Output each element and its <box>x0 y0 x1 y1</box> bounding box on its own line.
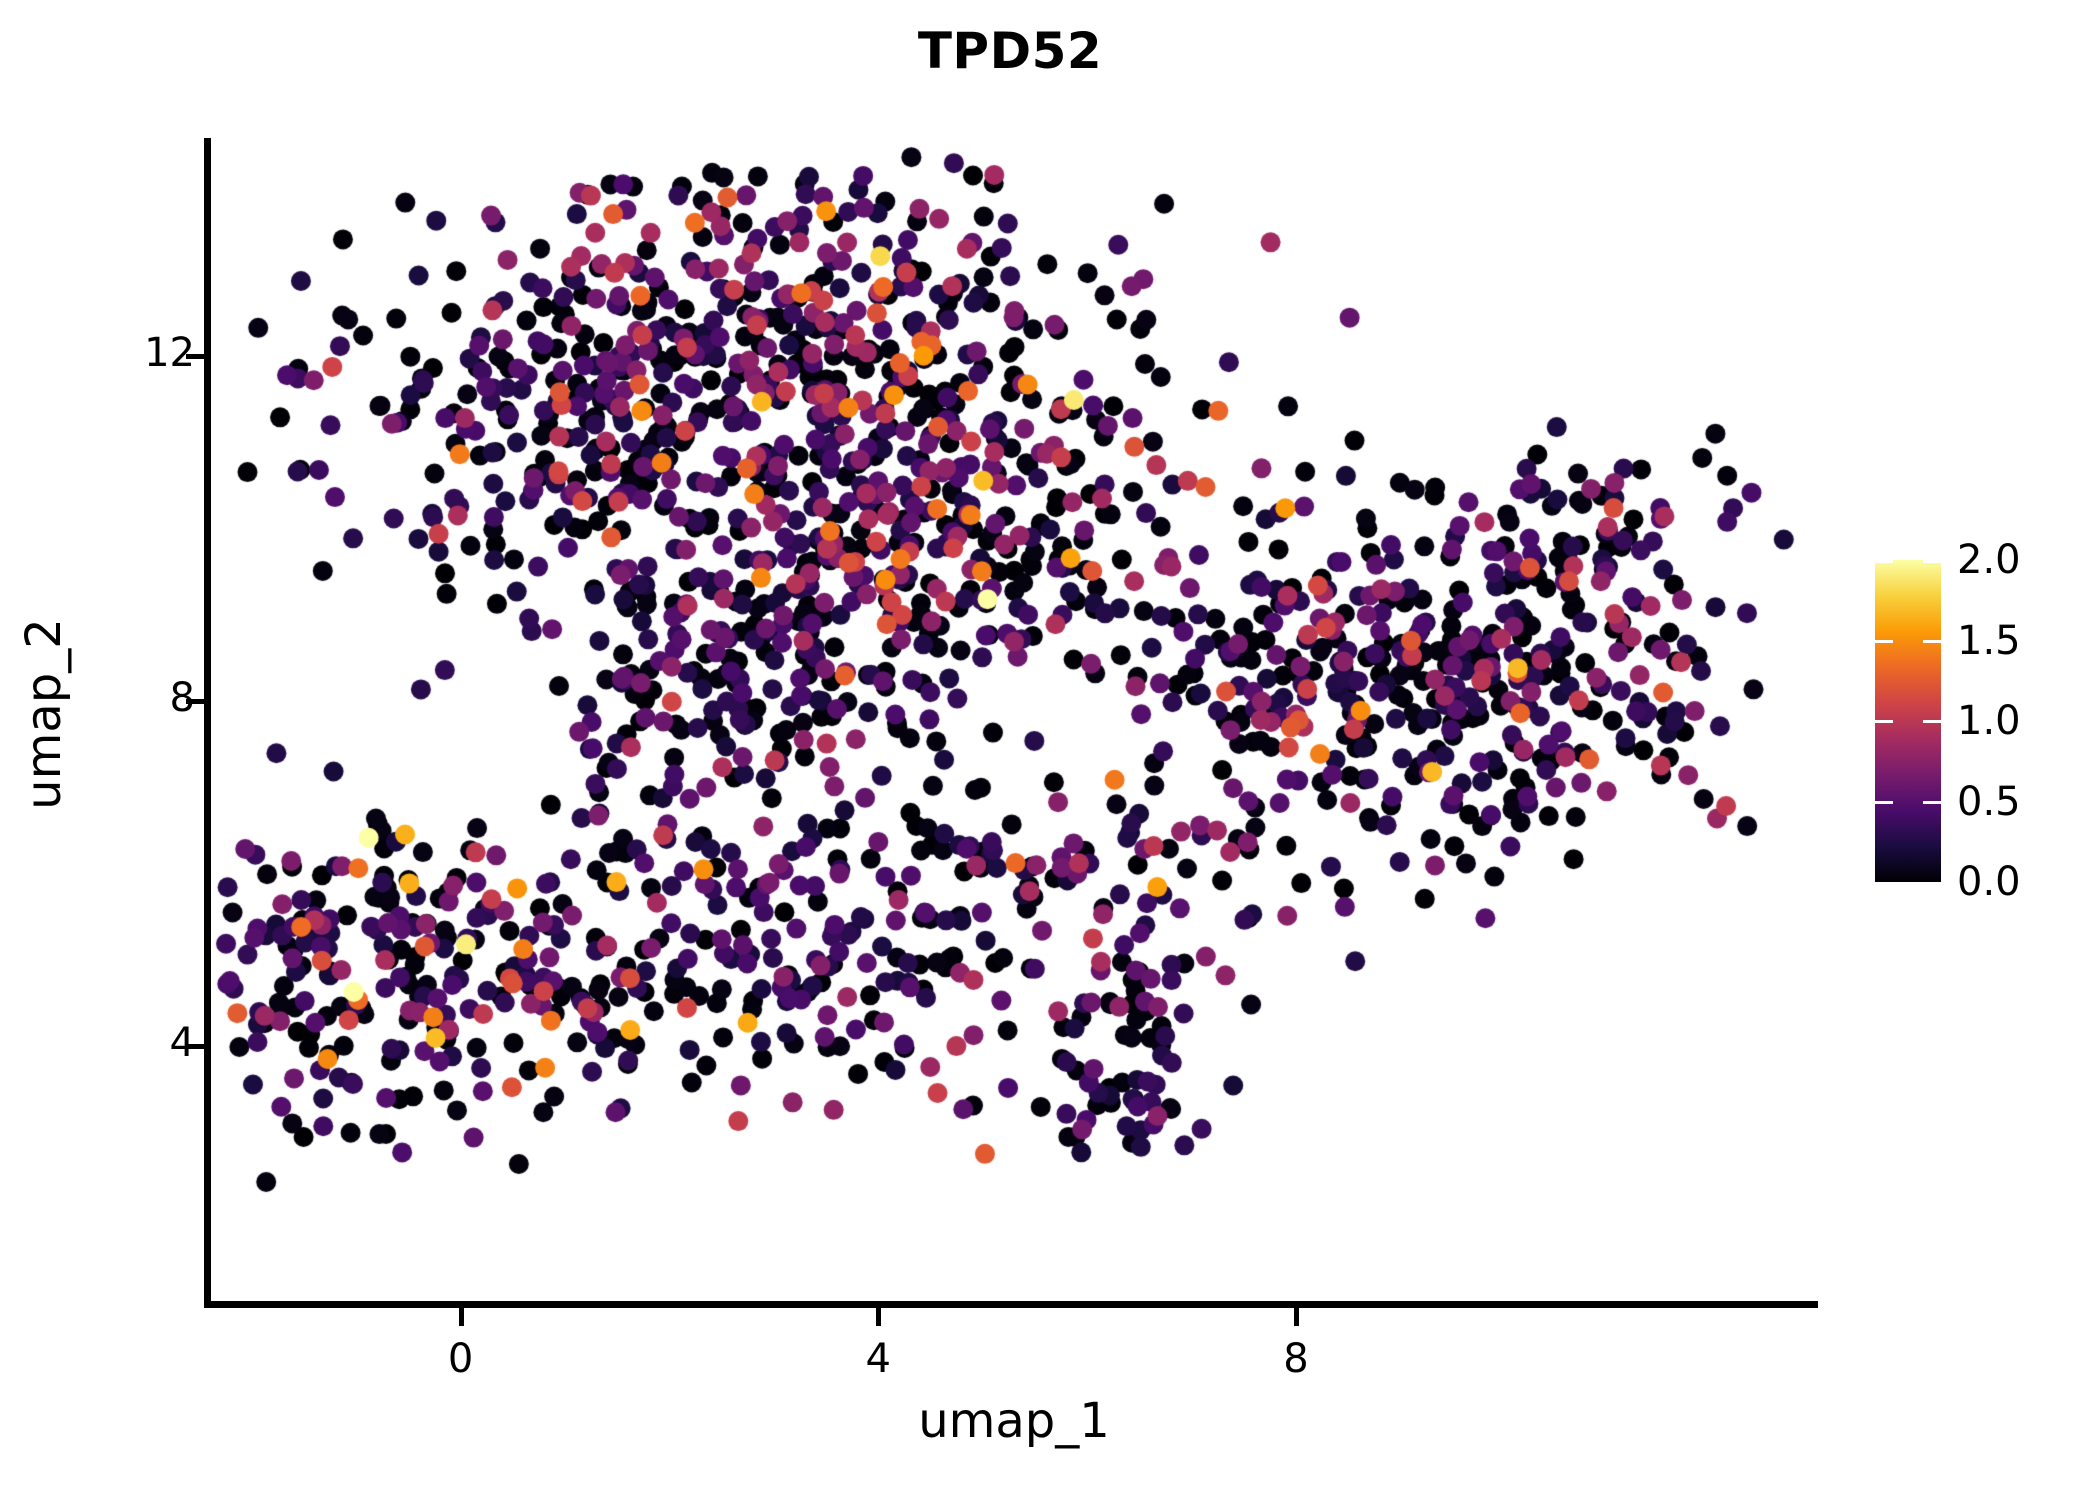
x-tick-mark <box>876 1306 882 1326</box>
scatter-points-canvas <box>210 140 1818 1305</box>
x-axis-spine <box>204 1301 1818 1308</box>
y-tick-label: 12 <box>144 329 195 376</box>
y-tick-mark <box>186 1044 206 1050</box>
y-tick-label: 4 <box>169 1020 195 1067</box>
y-tick-mark <box>186 353 206 359</box>
x-tick-label: 8 <box>1283 1336 1309 1382</box>
colorbar-tick-mark <box>1875 720 1941 723</box>
x-tick-mark <box>1293 1306 1299 1326</box>
colorbar-tick-label: 1.5 <box>1957 617 2021 664</box>
colorbar-tick-label: 1.0 <box>1957 698 2021 744</box>
x-tick-label: 4 <box>865 1336 891 1382</box>
colorbar-tick-mark <box>1875 560 1941 563</box>
colorbar-tick-label: 2.0 <box>1957 537 2021 583</box>
y-tick-mark <box>186 698 206 704</box>
plot-axes <box>210 140 1818 1305</box>
x-axis-label: umap_1 <box>918 1393 1110 1449</box>
x-tick-mark <box>458 1306 464 1326</box>
colorbar-tick-label: 0.5 <box>1957 778 2021 825</box>
colorbar-tick-label: 0.0 <box>1957 859 2021 905</box>
colorbar-tick-mark <box>1875 800 1941 804</box>
y-axis-label: umap_2 <box>16 618 72 810</box>
colorbar-tick-mark <box>1875 639 1941 643</box>
y-tick-label: 8 <box>169 674 195 721</box>
x-tick-label: 0 <box>447 1336 474 1382</box>
page-title: TPD52 <box>917 22 1103 80</box>
y-axis-spine <box>204 138 211 1308</box>
